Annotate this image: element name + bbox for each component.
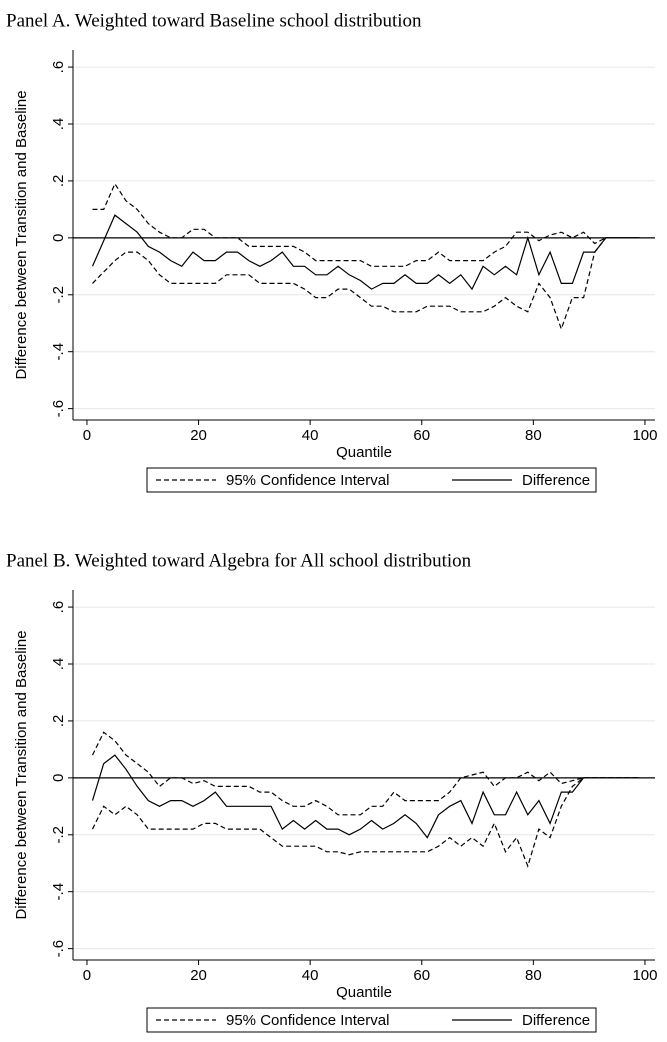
y-tick-label: 0 [50,234,67,242]
y-tick-label: .6 [50,601,67,614]
x-tick-label: 100 [632,967,657,984]
legend-label: Difference [522,1012,590,1029]
x-tick-label: 0 [83,427,91,444]
x-axis-label: Quantile [336,444,392,461]
legend-label: 95% Confidence Interval [226,472,389,489]
x-tick-label: 60 [413,967,430,984]
y-tick-label: 0 [50,774,67,782]
y-tick-label: .4 [50,658,67,671]
x-tick-label: 40 [302,427,319,444]
x-tick-label: 40 [302,967,319,984]
series-line [91,777,640,868]
x-tick-label: 60 [413,427,430,444]
series-line [91,214,640,291]
y-tick-label: .6 [50,61,67,74]
y-tick-label: -.2 [50,286,67,304]
y-tick-label: -.6 [50,400,67,418]
x-tick-label: 0 [83,967,91,984]
x-tick-label: 100 [632,427,657,444]
panel-title: Panel B. Weighted toward Algebra for All… [6,550,472,571]
legend-box [146,1007,597,1033]
series-line [92,237,640,331]
y-axis-label: Difference between Transition and Baseli… [13,90,30,379]
y-tick-label: -.6 [50,940,67,958]
x-axis-label: Quantile [336,984,392,1001]
y-tick-label: .2 [50,175,67,188]
y-axis-label: Difference between Transition and Baseli… [13,630,30,919]
legend-box [146,467,597,493]
series-line [91,731,640,816]
y-tick-label: .2 [50,715,67,728]
legend-label: 95% Confidence Interval [226,1012,389,1029]
legend-label: Difference [522,472,590,489]
y-tick-label: -.2 [50,826,67,844]
x-tick-label: 20 [190,967,207,984]
series-line [92,182,640,267]
x-tick-label: 80 [525,967,542,984]
y-tick-label: -.4 [50,343,67,361]
x-tick-label: 20 [190,427,207,444]
panel-title: Panel A. Weighted toward Baseline school… [6,10,422,31]
series-line [91,754,640,839]
y-tick-label: .4 [50,118,67,131]
x-tick-label: 80 [525,427,542,444]
y-tick-label: -.4 [50,883,67,901]
